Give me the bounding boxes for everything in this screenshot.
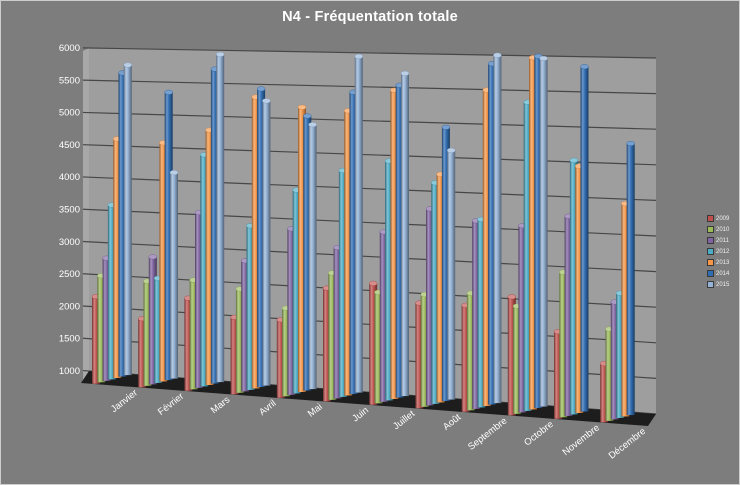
x-axis-month-label: Novembre <box>561 422 602 458</box>
legend-label: 2011 <box>716 237 729 244</box>
bar <box>148 254 158 385</box>
chart-title: N4 - Fréquentation totale <box>282 9 458 25</box>
bar <box>215 51 225 383</box>
x-axis-month-label: Août <box>441 412 463 433</box>
x-axis-month-label: Juillet <box>391 408 417 432</box>
bar-group-Mars <box>184 51 225 391</box>
y-axis-tick-label: 4000 <box>59 172 80 183</box>
legend-item-2014[interactable]: 2014 <box>707 270 729 277</box>
legend-item-2009[interactable]: 2009 <box>707 215 729 222</box>
bar <box>369 280 378 405</box>
legend-swatch <box>707 281 714 288</box>
bar-group-Février <box>137 89 179 388</box>
y-axis-tick-label: 5000 <box>59 108 80 119</box>
bar-group-Mai <box>276 104 317 398</box>
x-axis-month-label: Juin <box>350 405 371 424</box>
legend-item-2015[interactable]: 2015 <box>707 281 729 288</box>
bar <box>493 52 502 404</box>
bar <box>256 86 266 388</box>
bar <box>441 124 451 402</box>
y-axis-tick-label: 3000 <box>59 237 80 248</box>
y-axis-tick-label: 5500 <box>59 75 80 86</box>
legend-label: 2009 <box>716 215 730 222</box>
bar <box>539 55 548 407</box>
gridline <box>82 208 657 237</box>
legend-swatch <box>707 226 714 233</box>
bar <box>569 157 579 415</box>
y-axis-tick-label: 1000 <box>59 366 80 377</box>
bar <box>297 104 307 393</box>
gridline <box>82 79 657 95</box>
gridline <box>82 176 657 201</box>
legend-swatch <box>707 215 714 222</box>
bar-group-Août <box>415 124 456 409</box>
bar <box>447 147 456 400</box>
y-axis-tick-label: 6000 <box>59 43 80 54</box>
x-axis-month-label: Mars <box>209 394 233 416</box>
legend-item-2012[interactable]: 2012 <box>707 248 729 255</box>
y-axis-tick-label: 2500 <box>59 269 80 280</box>
legend-label: 2014 <box>716 270 730 277</box>
legend-swatch <box>707 270 714 277</box>
x-axis-month-label: Décembre <box>607 426 648 462</box>
bar-group-Juin <box>322 53 363 402</box>
legend: 2009 2010 2011 2012 2013 2014 2015 <box>707 215 729 288</box>
x-axis-month-label: Septembre <box>466 415 509 452</box>
legend-swatch <box>707 248 714 255</box>
bar <box>164 89 173 381</box>
bar-group-Juillet <box>369 70 410 405</box>
legend-item-2013[interactable]: 2013 <box>707 259 729 266</box>
bar <box>123 62 133 376</box>
bar-group-Décembre <box>600 140 635 423</box>
x-axis-month-label: Février <box>156 391 186 418</box>
bar <box>626 140 635 416</box>
legend-label: 2015 <box>716 281 730 288</box>
y-axis-tick-label: 4500 <box>59 140 80 151</box>
x-axis-month-label: Octobre <box>522 419 555 448</box>
legend-swatch <box>707 259 714 266</box>
x-axis-month-label: Mai <box>306 401 325 419</box>
legend-item-2011[interactable]: 2011 <box>707 237 729 244</box>
bar <box>308 122 317 390</box>
gridline <box>82 240 657 273</box>
legend-label: 2013 <box>716 259 730 266</box>
bar <box>262 98 271 386</box>
bar-group-Octobre <box>507 53 548 416</box>
x-axis-month-label: Janvier <box>109 387 140 415</box>
bar <box>354 53 363 393</box>
legend-label: 2010 <box>716 226 730 233</box>
bar-group-Novembre <box>553 64 589 419</box>
gridline <box>82 144 657 166</box>
bar <box>507 294 516 416</box>
legend-swatch <box>707 237 714 244</box>
bar <box>169 170 179 379</box>
bar-group-Avril <box>230 86 271 395</box>
gridline <box>82 47 657 59</box>
y-axis-tick-label: 3500 <box>59 205 80 216</box>
legend-label: 2012 <box>716 248 730 255</box>
y-axis-tick-label: 1500 <box>59 334 80 345</box>
bar <box>400 70 410 397</box>
bar <box>303 113 312 391</box>
x-axis-month-label: Avril <box>257 398 278 418</box>
side-wall <box>83 48 89 383</box>
legend-item-2010[interactable]: 2010 <box>707 226 729 233</box>
bar-group-Septembre <box>461 52 502 412</box>
bar-group-Janvier <box>91 62 133 384</box>
gridline <box>82 111 657 130</box>
y-axis-tick-label: 2000 <box>59 301 80 312</box>
bar <box>580 64 589 412</box>
